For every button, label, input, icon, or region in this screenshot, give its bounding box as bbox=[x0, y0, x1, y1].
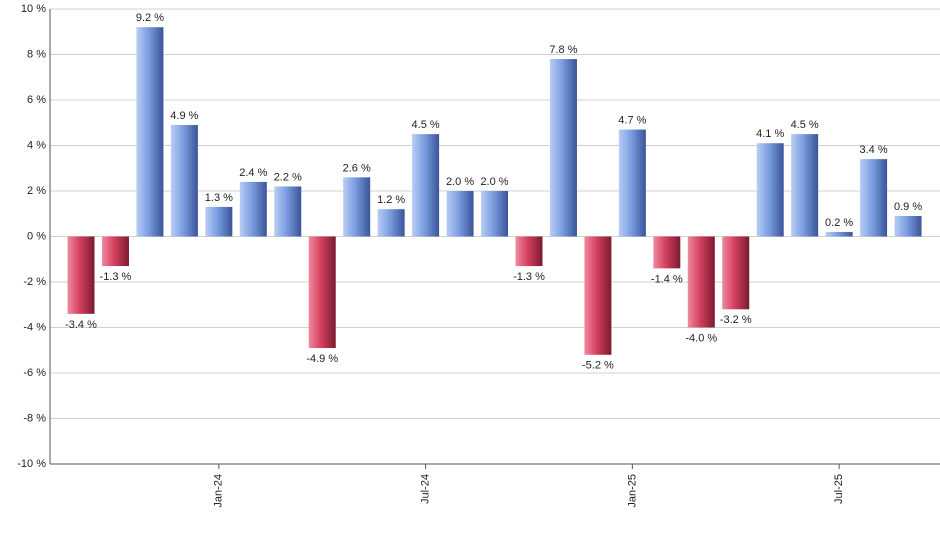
bar bbox=[894, 216, 922, 237]
bar bbox=[481, 191, 509, 237]
bar bbox=[136, 27, 164, 237]
bar bbox=[377, 209, 405, 237]
y-tick-label: 8 % bbox=[27, 48, 46, 60]
x-tick-label: Jul-24 bbox=[420, 474, 432, 504]
data-label: 0.9 % bbox=[894, 201, 922, 213]
bar bbox=[412, 134, 440, 237]
x-tick-label: Jan-24 bbox=[213, 474, 225, 508]
y-tick-label: -4 % bbox=[23, 321, 46, 333]
data-label: 4.5 % bbox=[412, 119, 440, 131]
bar bbox=[239, 181, 267, 237]
bar bbox=[618, 129, 646, 237]
y-tick-label: 6 % bbox=[27, 94, 46, 106]
bar bbox=[653, 236, 681, 269]
bar bbox=[205, 206, 233, 237]
data-label: 4.5 % bbox=[791, 119, 819, 131]
bar bbox=[67, 236, 95, 314]
bar bbox=[446, 191, 474, 237]
bar bbox=[343, 177, 371, 237]
bar bbox=[101, 236, 129, 267]
x-tick-label: Jan-25 bbox=[626, 474, 638, 508]
bar bbox=[722, 236, 750, 310]
data-label: -3.2 % bbox=[720, 314, 752, 326]
data-label: 2.2 % bbox=[274, 171, 302, 183]
x-tick-label: Jul-25 bbox=[833, 474, 845, 504]
data-label: 4.1 % bbox=[756, 128, 784, 140]
data-label: -4.9 % bbox=[306, 353, 338, 365]
data-label: 7.8 % bbox=[549, 44, 577, 56]
bar bbox=[549, 59, 577, 237]
y-tick-label: -10 % bbox=[17, 458, 46, 470]
bar bbox=[515, 236, 543, 267]
data-label: 2.4 % bbox=[239, 167, 267, 179]
bar bbox=[687, 236, 715, 328]
bar bbox=[274, 186, 302, 237]
data-label: -5.2 % bbox=[582, 360, 614, 372]
bar bbox=[756, 143, 784, 237]
data-label: 4.9 % bbox=[170, 110, 198, 122]
data-label: 2.6 % bbox=[343, 162, 371, 174]
data-label: -4.0 % bbox=[685, 332, 717, 344]
bar bbox=[825, 231, 853, 237]
data-label: -1.3 % bbox=[100, 271, 132, 283]
bar bbox=[860, 159, 888, 237]
y-tick-label: 4 % bbox=[27, 139, 46, 151]
data-label: 9.2 % bbox=[136, 12, 164, 24]
data-label: -1.3 % bbox=[513, 271, 545, 283]
data-label: -1.4 % bbox=[651, 273, 683, 285]
y-tick-label: -2 % bbox=[23, 276, 46, 288]
y-tick-label: -6 % bbox=[23, 367, 46, 379]
bar bbox=[308, 236, 336, 348]
y-tick-label: -8 % bbox=[23, 412, 46, 424]
y-tick-label: 2 % bbox=[27, 185, 46, 197]
bar bbox=[584, 236, 612, 355]
bar bbox=[791, 134, 819, 237]
data-label: 1.2 % bbox=[377, 194, 405, 206]
data-label: 2.0 % bbox=[446, 176, 474, 188]
bar bbox=[170, 125, 198, 237]
data-label: 4.7 % bbox=[618, 114, 646, 126]
data-label: -3.4 % bbox=[65, 319, 97, 331]
data-label: 1.3 % bbox=[205, 192, 233, 204]
data-label: 2.0 % bbox=[480, 176, 508, 188]
y-tick-label: 0 % bbox=[27, 230, 46, 242]
y-tick-label: 10 % bbox=[21, 3, 46, 15]
data-label: 0.2 % bbox=[825, 217, 853, 229]
data-label: 3.4 % bbox=[860, 144, 888, 156]
